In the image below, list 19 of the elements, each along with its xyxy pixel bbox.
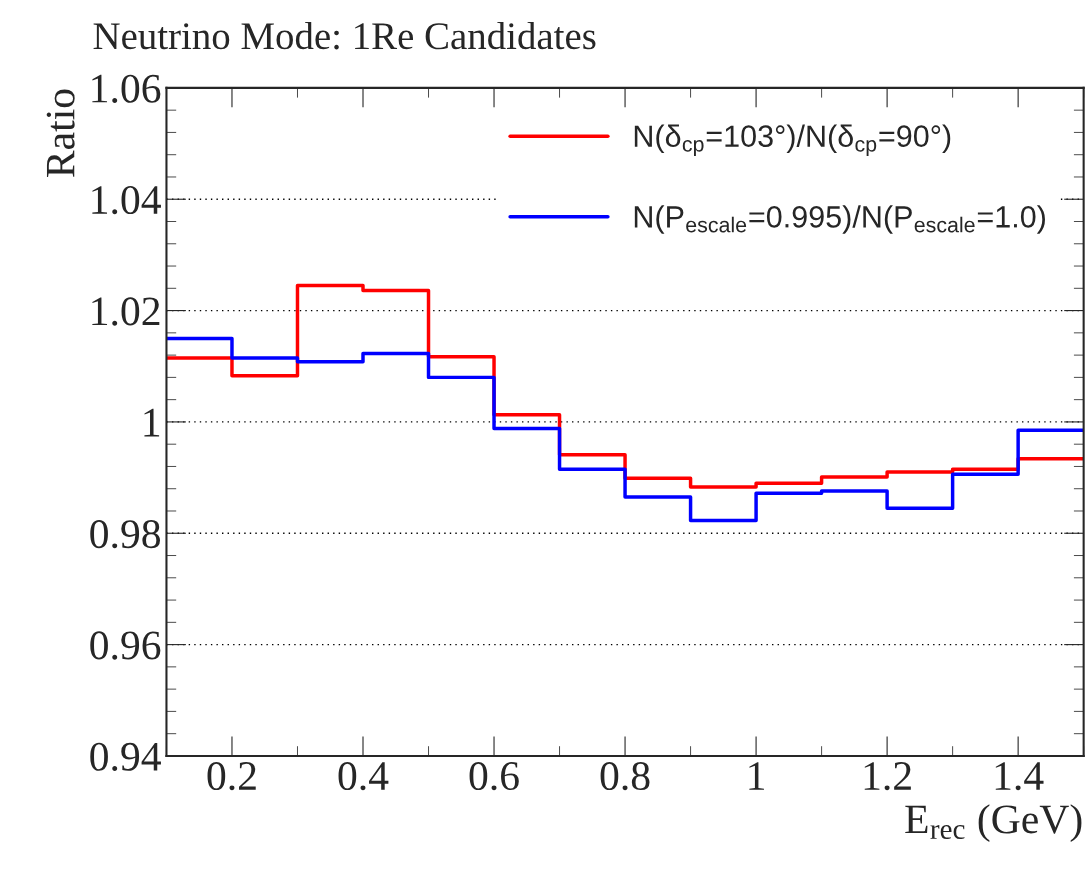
x-tick-label: 0.8 (600, 762, 650, 791)
y-tick-label: 1.06 (92, 74, 161, 103)
chart-title: Neutrino Mode: 1Re Candidates (93, 21, 596, 50)
x-tick-label: 1.4 (995, 762, 1044, 791)
legend-label: N(P$_{escale}$=0.995)/N(P$_{escale}$=1.0) (634, 205, 1045, 234)
x-tick-label: 0.2 (207, 762, 256, 791)
y-tick-label: 1.02 (92, 297, 160, 326)
x-axis-title: E$_{rec}$ (GeV) (905, 804, 1082, 842)
y-axis-title: Ratio (46, 89, 75, 177)
y-tick-label: 0.96 (90, 631, 161, 660)
x-tick-label: 0.4 (338, 762, 389, 791)
x-tick-label: 1 (749, 762, 764, 790)
y-tick-label: 1.04 (92, 185, 161, 215)
y-tick-label: 0.98 (90, 520, 161, 549)
legend-label: N(δ$_{cp}$=103°)/N(δ$_{cp}$=90°) (634, 124, 951, 156)
y-tick-label: 0.94 (90, 742, 161, 771)
x-tick-label: 1.2 (864, 762, 911, 791)
y-tick-label: 1 (144, 408, 160, 437)
x-tick-label: 0.6 (469, 762, 519, 791)
